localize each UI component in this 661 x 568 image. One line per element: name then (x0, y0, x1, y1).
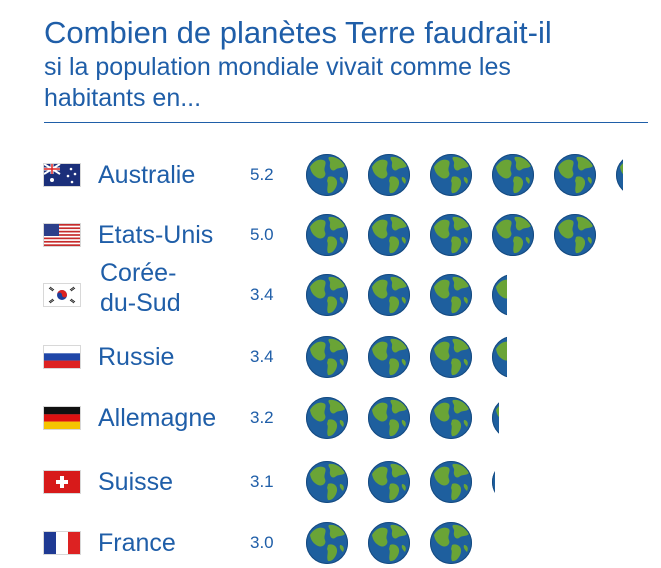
globe-mark (429, 213, 473, 257)
globe-mark (367, 521, 411, 565)
globe-mark (305, 521, 349, 565)
chart-subtitle: si la population mondiale vivait comme l… (44, 53, 511, 112)
partial-globe-mark (615, 153, 623, 197)
earth-globe-icon (492, 471, 495, 493)
globe-mark (367, 153, 411, 197)
globe-bar (305, 457, 645, 507)
flag-france-icon (44, 532, 80, 554)
globe-mark (429, 460, 473, 504)
value-label: 3.1 (250, 472, 274, 491)
chart-row: Russie 3.4 (0, 332, 661, 382)
partial-globe-mark (491, 273, 507, 317)
earth-globe-icon (430, 461, 472, 503)
globe-mark (305, 335, 349, 379)
globe-mark (367, 273, 411, 317)
chart-row: France 3.0 (0, 518, 661, 568)
globe-mark (429, 335, 473, 379)
earth-globe-icon (430, 214, 472, 256)
earth-globe-icon (368, 522, 410, 564)
chart-row: Suisse 3.1 (0, 457, 661, 507)
flag-south-korea-icon (44, 284, 80, 306)
chart-row: Australie 5.2 (0, 150, 661, 200)
country-label: Russie (98, 343, 175, 371)
globe-bar (305, 270, 645, 320)
globe-mark (429, 521, 473, 565)
globe-mark (429, 396, 473, 440)
earth-globe-icon (616, 159, 623, 191)
globe-mark (305, 460, 349, 504)
globe-mark (367, 335, 411, 379)
globe-mark (367, 396, 411, 440)
earth-globe-icon (306, 461, 348, 503)
earth-globe-icon (368, 154, 410, 196)
earth-globe-icon (306, 214, 348, 256)
earth-globe-icon (430, 397, 472, 439)
earth-globe-icon (306, 336, 348, 378)
earth-globe-icon (430, 522, 472, 564)
value-label: 5.0 (250, 225, 274, 244)
flag-usa-icon (44, 224, 80, 246)
flag-australia-icon (43, 163, 80, 186)
globe-mark (305, 273, 349, 317)
earth-globe-icon (430, 154, 472, 196)
earth-globe-icon (368, 274, 410, 316)
partial-globe-mark (491, 335, 507, 379)
globe-mark (429, 273, 473, 317)
earth-globe-icon (492, 154, 534, 196)
partial-globe-mark (491, 396, 499, 440)
globe-mark (491, 153, 535, 197)
country-label: Suisse (98, 468, 174, 496)
earth-globe-icon (306, 154, 348, 196)
earth-globe-icon (368, 397, 410, 439)
globe-bar (305, 518, 645, 568)
globe-mark (367, 460, 411, 504)
value-label: 5.2 (250, 165, 274, 184)
earth-globe-icon (430, 336, 472, 378)
earth-globe-icon (492, 274, 507, 316)
value-label: 3.2 (250, 408, 274, 427)
country-label: France (98, 529, 176, 557)
globe-mark (553, 213, 597, 257)
value-label: 3.0 (250, 533, 274, 552)
flag-switzerland-icon (44, 471, 80, 493)
earth-globe-icon (430, 274, 472, 316)
globe-bar (305, 150, 645, 200)
earth-globe-icon (492, 214, 534, 256)
earth-globe-icon (368, 214, 410, 256)
globe-mark (305, 213, 349, 257)
country-label: Allemagne (98, 404, 217, 432)
earth-globe-icon (554, 214, 596, 256)
value-label: 3.4 (250, 347, 274, 366)
country-label: Australie (98, 161, 196, 189)
chart-title: Combien de planètes Terre faudrait-il (44, 15, 552, 50)
title-underline (44, 122, 648, 123)
earth-globe-icon (368, 461, 410, 503)
globe-bar (305, 210, 645, 260)
country-label: Etats-Unis (98, 221, 214, 249)
globe-bar (305, 332, 645, 382)
flag-germany-icon (44, 407, 80, 429)
globe-mark (367, 213, 411, 257)
earth-globe-icon (306, 522, 348, 564)
globe-mark (305, 153, 349, 197)
chart-row: Corée-du-Sud 3.4 (0, 259, 661, 320)
globe-mark (491, 213, 535, 257)
globe-mark (305, 396, 349, 440)
globe-mark (429, 153, 473, 197)
earth-globe-icon (554, 154, 596, 196)
globe-bar (305, 393, 645, 443)
chart-row: Etats-Unis 5.0 (0, 210, 661, 260)
earth-globe-icon (306, 274, 348, 316)
flag-russia-icon (44, 346, 80, 368)
earth-globe-icon (368, 336, 410, 378)
value-label: 3.4 (250, 285, 274, 304)
globe-mark (553, 153, 597, 197)
country-label: Corée-du-Sud (100, 259, 181, 317)
chart-row: Allemagne 3.2 (0, 393, 661, 443)
earth-globe-icon (492, 336, 507, 378)
earth-globe-icon (306, 397, 348, 439)
earth-globe-icon (492, 402, 499, 434)
partial-globe-mark (491, 460, 495, 504)
